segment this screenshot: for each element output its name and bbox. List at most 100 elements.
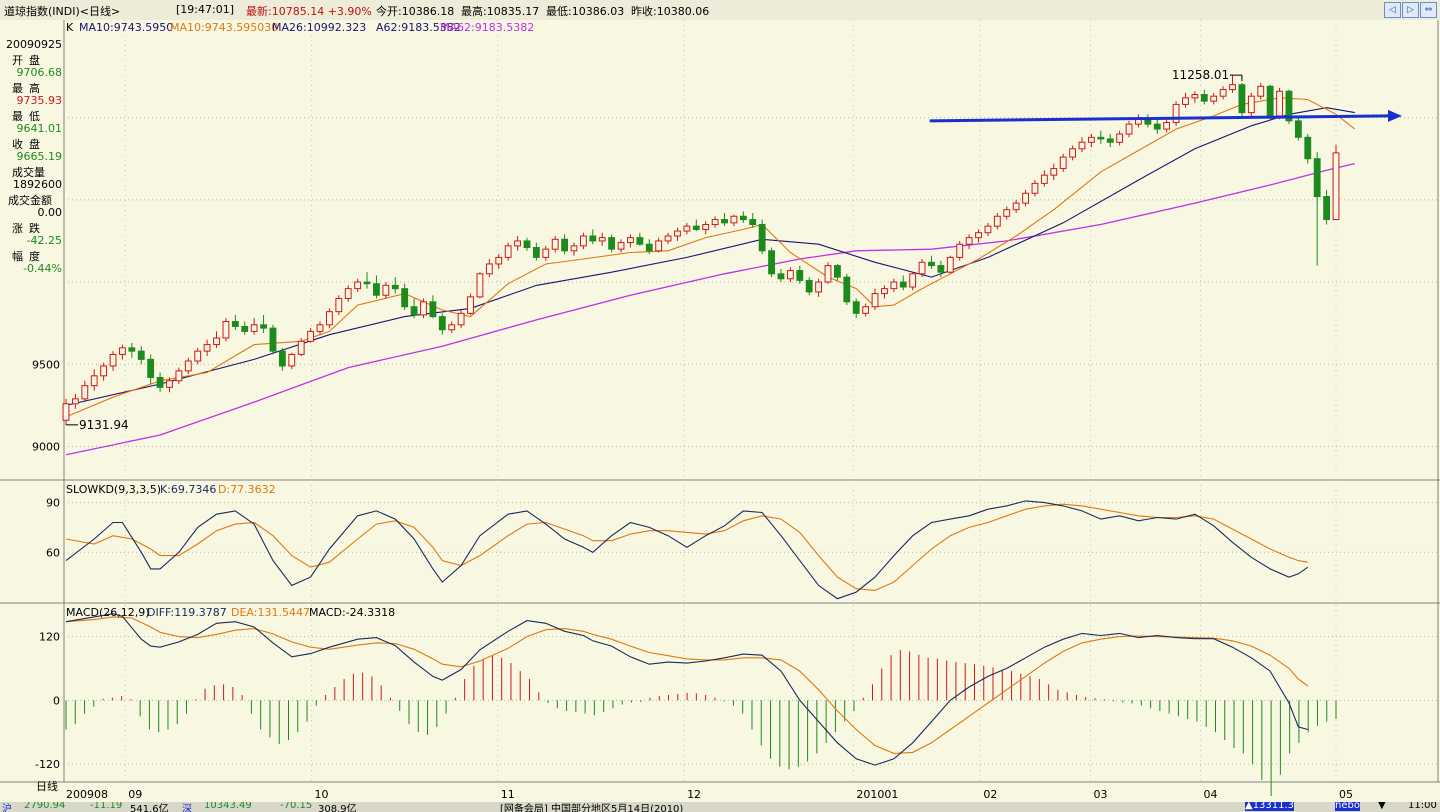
x-tick-label: 04 bbox=[1204, 788, 1218, 801]
candle bbox=[645, 239, 653, 255]
kd-label: SLOWKD(9,3,3,5) bbox=[66, 483, 161, 496]
info-pct-value: -0.44% bbox=[23, 262, 62, 275]
candle bbox=[297, 337, 305, 357]
candle bbox=[1229, 75, 1236, 93]
prev-icon[interactable]: ◁ bbox=[1384, 2, 1401, 18]
index-title: 道琼指数(INDI)<日线> bbox=[4, 5, 121, 18]
candle bbox=[128, 342, 136, 358]
candle bbox=[739, 211, 747, 223]
status-sh-amount: 541.6亿 bbox=[130, 804, 169, 812]
candle bbox=[636, 232, 644, 246]
candle-body bbox=[269, 327, 277, 352]
diff-line bbox=[65, 613, 1308, 766]
candle-body bbox=[231, 321, 239, 327]
candle bbox=[1172, 101, 1180, 126]
candle-body bbox=[288, 353, 296, 367]
candle-body bbox=[805, 279, 813, 293]
info-high-value: 9735.93 bbox=[16, 94, 63, 107]
candle-body bbox=[109, 353, 117, 367]
candle-body bbox=[1191, 94, 1199, 99]
candle-body bbox=[739, 215, 747, 221]
next-icon[interactable]: ▷ bbox=[1402, 2, 1419, 18]
candle bbox=[448, 321, 456, 334]
candle-body bbox=[1210, 95, 1218, 102]
candle bbox=[1106, 134, 1114, 148]
kd-tick-label: 90 bbox=[46, 497, 60, 510]
candle bbox=[664, 232, 672, 245]
candle-body bbox=[918, 261, 926, 275]
candle bbox=[241, 321, 249, 335]
candle bbox=[824, 262, 832, 284]
macd-tick-label: 0 bbox=[53, 694, 60, 707]
candle-body bbox=[1125, 123, 1133, 135]
candle-body bbox=[1106, 138, 1114, 143]
candle-body bbox=[532, 247, 540, 258]
candle-body bbox=[1323, 196, 1331, 221]
candle bbox=[551, 236, 559, 253]
candle-body bbox=[871, 293, 879, 308]
candle-body bbox=[702, 223, 710, 230]
candle bbox=[1323, 189, 1331, 225]
candle bbox=[975, 229, 982, 243]
candle bbox=[946, 255, 954, 274]
expand-icon[interactable]: ⇔ bbox=[1420, 2, 1437, 18]
candle-body bbox=[203, 344, 211, 352]
d-line bbox=[65, 503, 1308, 591]
candle-body bbox=[608, 237, 616, 250]
candle bbox=[354, 278, 362, 292]
candle-body bbox=[617, 242, 625, 250]
candle-body bbox=[278, 350, 286, 367]
status-sh-change: -11.19 bbox=[90, 802, 123, 811]
candle-body bbox=[1266, 85, 1274, 117]
candle bbox=[410, 298, 418, 319]
x-tick-label: 11 bbox=[501, 788, 515, 801]
candle-body bbox=[768, 250, 775, 275]
candle-body bbox=[551, 238, 559, 250]
candle-body bbox=[1200, 94, 1208, 102]
candle-body bbox=[1003, 209, 1011, 217]
candle-body bbox=[71, 398, 79, 405]
candle-body bbox=[523, 240, 531, 249]
candle-body bbox=[1012, 202, 1020, 211]
candle bbox=[1332, 144, 1340, 221]
candle-body bbox=[1069, 148, 1077, 158]
price-tick-label: 9500 bbox=[32, 358, 60, 371]
candle bbox=[1125, 120, 1133, 138]
info-close-value: 9665.19 bbox=[16, 150, 63, 163]
candle bbox=[175, 367, 183, 385]
status-news-ticker[interactable]: [网备会局] 中国部分地区5月14日(2010) bbox=[500, 804, 684, 812]
candle bbox=[702, 221, 710, 235]
candle bbox=[100, 362, 108, 381]
info-close-label: 收盘 bbox=[12, 138, 46, 151]
stock-chart[interactable]: 9500 9000 90 60 120 0 -120 日线 200908 09 10 11 12 2010… bbox=[0, 20, 1440, 802]
candle-body bbox=[410, 306, 418, 316]
candle bbox=[937, 260, 945, 278]
candle-body bbox=[335, 298, 343, 313]
candle bbox=[81, 380, 89, 403]
candle bbox=[420, 298, 427, 319]
candle bbox=[90, 369, 98, 391]
candle bbox=[1219, 86, 1227, 100]
candle bbox=[1069, 145, 1077, 161]
candle bbox=[438, 313, 446, 335]
status-arrow-icon[interactable]: ▼ bbox=[1378, 802, 1386, 811]
candle-body bbox=[495, 256, 503, 265]
open-price: 今开:10386.18 bbox=[376, 5, 455, 18]
candle-body bbox=[627, 237, 634, 244]
candle bbox=[382, 282, 390, 299]
candle bbox=[1078, 137, 1086, 153]
x-tick-label: 05 bbox=[1339, 788, 1353, 801]
candle-body bbox=[890, 281, 898, 290]
status-sh-index: 2790.94 bbox=[24, 802, 66, 811]
candle bbox=[890, 278, 898, 292]
candle bbox=[627, 234, 634, 248]
candle bbox=[222, 318, 230, 342]
info-volume-label: 成交量 bbox=[12, 166, 45, 179]
candle-body bbox=[1087, 136, 1095, 143]
candle bbox=[956, 240, 964, 261]
candle bbox=[909, 272, 917, 291]
candle bbox=[843, 273, 851, 306]
candle-body bbox=[401, 288, 409, 308]
info-open-value: 9706.68 bbox=[16, 66, 63, 79]
quote-bar: 道琼指数(INDI)<日线> [19:47:01] 最新:10785.14 +3… bbox=[0, 0, 1440, 21]
